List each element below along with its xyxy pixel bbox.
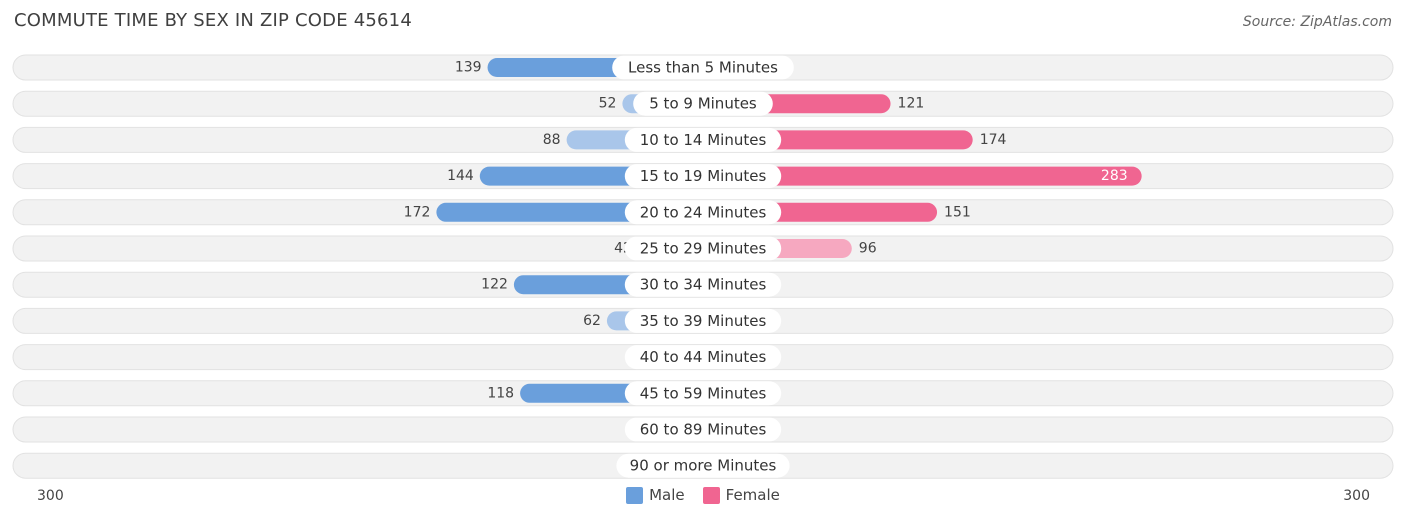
- category-label: 5 to 9 Minutes: [649, 95, 757, 113]
- category-label-bg: [624, 345, 782, 370]
- category-label-bg: [624, 236, 782, 261]
- category-label: 30 to 34 Minutes: [640, 276, 767, 294]
- category-label: 20 to 24 Minutes: [640, 203, 767, 221]
- category-label: 45 to 59 Minutes: [640, 384, 767, 402]
- female-value-label: 174: [980, 132, 1007, 148]
- category-label-bg: [624, 417, 782, 442]
- category-label: 25 to 29 Minutes: [640, 240, 767, 258]
- category-label: 90 or more Minutes: [630, 457, 777, 475]
- female-value-label: 283: [1101, 168, 1128, 184]
- category-label: 60 to 89 Minutes: [640, 421, 767, 439]
- male-value-label: 52: [599, 96, 617, 112]
- male-value-label: 62: [583, 313, 601, 329]
- category-label: 35 to 39 Minutes: [640, 312, 767, 330]
- category-label-bg: [624, 200, 782, 225]
- category-label-bg: [612, 55, 794, 80]
- category-label: 10 to 14 Minutes: [640, 131, 767, 149]
- legend-item-female[interactable]: Female: [702, 486, 780, 504]
- axis-left-label: 300: [37, 488, 64, 504]
- male-value-label: 144: [447, 168, 474, 184]
- male-value-label: 139: [455, 60, 482, 76]
- category-label-bg: [624, 272, 782, 297]
- chart-title: COMMUTE TIME BY SEX IN ZIP CODE 45614: [14, 10, 412, 31]
- female-value-label: 96: [859, 241, 877, 257]
- source-note: Source: ZipAtlas.com: [1242, 14, 1392, 30]
- category-label-bg: [624, 127, 782, 152]
- legend-item-male[interactable]: Male: [626, 486, 685, 504]
- legend-female-label: Female: [725, 486, 780, 504]
- category-label-bg: [624, 308, 782, 333]
- legend-male-label: Male: [649, 486, 685, 504]
- female-swatch: [702, 486, 720, 504]
- male-value-label: 122: [481, 277, 508, 293]
- male-value-label: 172: [404, 204, 431, 220]
- category-label-bg: [624, 381, 782, 406]
- male-swatch: [626, 486, 644, 504]
- female-bar: [703, 166, 1142, 186]
- category-label-bg: [624, 164, 782, 189]
- female-value-label: 121: [898, 96, 925, 112]
- category-label: Less than 5 Minutes: [628, 59, 778, 77]
- female-value-label: 151: [944, 204, 971, 220]
- legend: Male Female: [0, 486, 1406, 504]
- male-value-label: 88: [543, 132, 561, 148]
- category-label: 15 to 19 Minutes: [640, 167, 767, 185]
- male-value-label: 118: [487, 385, 514, 401]
- category-label-bg: [633, 91, 773, 116]
- category-label-bg: [616, 453, 790, 478]
- axis-right-label: 300: [1343, 488, 1370, 504]
- category-label: 40 to 44 Minutes: [640, 348, 767, 366]
